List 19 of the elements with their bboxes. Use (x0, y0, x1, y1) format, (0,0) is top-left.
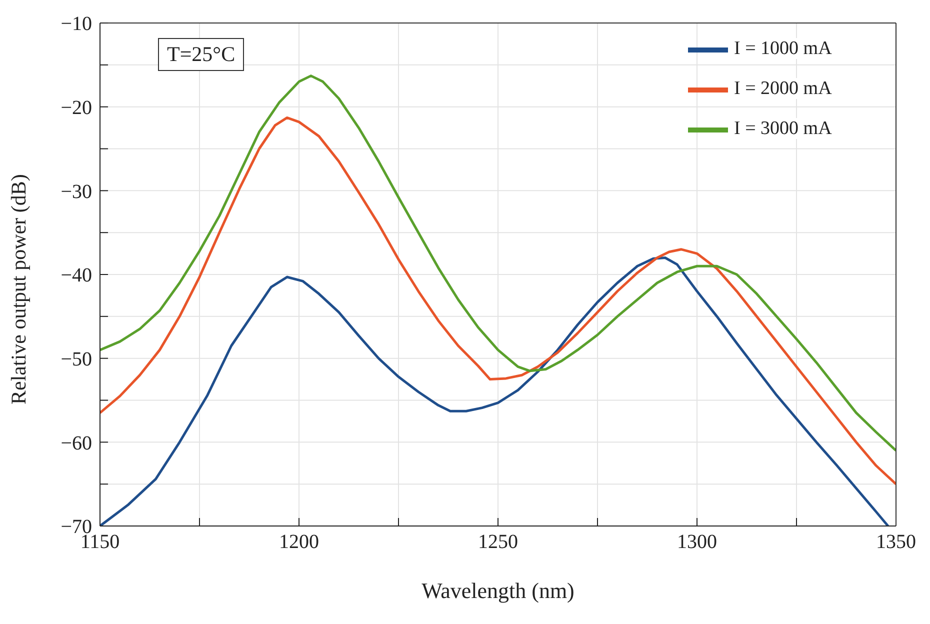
legend-label: I = 1000 mA (732, 38, 834, 60)
x-tick-label: 1350 (876, 531, 916, 554)
y-tick-label: −40 (60, 264, 92, 287)
legend-label: I = 3000 mA (732, 118, 834, 140)
line-series (100, 74, 896, 452)
line-series (100, 256, 890, 526)
annotation: T=25°C (158, 38, 244, 71)
x-tick-label: 1200 (279, 531, 319, 554)
legend-label: I = 2000 mA (732, 78, 834, 100)
y-tick-label: −60 (60, 432, 92, 454)
line-series (100, 116, 896, 486)
y-tick-label: −20 (60, 96, 92, 119)
y-tick-label: −10 (60, 13, 92, 36)
x-tick-label: 1300 (677, 531, 717, 554)
y-tick-label: −30 (60, 180, 92, 203)
y-tick-label: −50 (60, 348, 92, 370)
y-axis-title: Relative output power (dB) (6, 174, 30, 404)
x-tick-label: 1250 (478, 531, 518, 554)
x-axis-title: Wavelength (nm) (422, 578, 574, 603)
